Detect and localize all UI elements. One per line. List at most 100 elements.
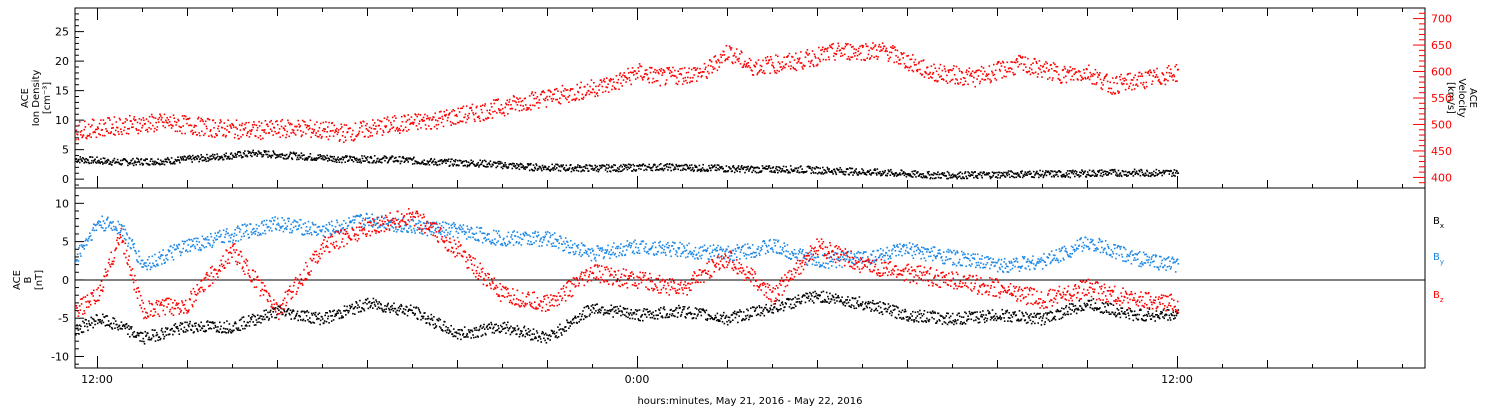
velocity-point xyxy=(1101,81,1103,84)
density-point xyxy=(321,155,323,157)
velocity-point xyxy=(857,50,859,52)
density-point xyxy=(1073,171,1075,173)
density-point xyxy=(319,154,321,156)
velocity-point xyxy=(784,66,786,69)
bx-point xyxy=(355,302,358,304)
density-point xyxy=(1027,171,1030,173)
velocity-point xyxy=(771,61,774,64)
velocity-point xyxy=(734,61,737,64)
bx-point xyxy=(642,319,644,322)
density-point xyxy=(582,169,584,171)
bx-point xyxy=(811,295,813,297)
velocity-point xyxy=(375,125,377,127)
bx-point xyxy=(915,317,917,319)
bx-point xyxy=(102,321,105,324)
bx-point xyxy=(552,332,555,334)
velocity-point xyxy=(669,72,671,74)
velocity-point xyxy=(318,127,321,129)
bx-point xyxy=(588,307,590,310)
velocity-point xyxy=(832,55,835,57)
bx-point xyxy=(499,331,501,334)
bx-point xyxy=(166,328,168,331)
velocity-point xyxy=(470,107,472,109)
velocity-point xyxy=(242,134,244,136)
velocity-point xyxy=(1028,70,1030,73)
bx-point xyxy=(790,307,793,310)
velocity-point xyxy=(125,132,128,135)
velocity-point xyxy=(618,88,620,91)
velocity-point xyxy=(119,119,121,121)
bx-point xyxy=(303,311,306,314)
velocity-point xyxy=(1091,82,1093,85)
bx-point xyxy=(756,306,758,309)
density-point xyxy=(1101,175,1104,178)
density-point xyxy=(310,157,313,159)
velocity-point xyxy=(296,129,299,131)
velocity-point xyxy=(533,97,535,100)
velocity-point xyxy=(557,90,559,92)
bx-point xyxy=(760,312,762,314)
density-point xyxy=(1144,175,1146,177)
velocity-point xyxy=(166,122,169,124)
density-point xyxy=(345,155,347,157)
velocity-point xyxy=(501,112,503,115)
density-point xyxy=(150,158,153,160)
velocity-point xyxy=(197,118,199,120)
velocity-point xyxy=(488,112,490,114)
velocity-point xyxy=(90,136,92,138)
velocity-point xyxy=(740,50,742,53)
density-point xyxy=(658,169,660,171)
bx-point xyxy=(607,310,610,312)
velocity-point xyxy=(1115,77,1117,79)
density-point xyxy=(96,156,98,158)
density-point xyxy=(312,158,315,161)
density-point xyxy=(850,167,852,170)
bx-point xyxy=(473,327,476,329)
b-tick-label: 0 xyxy=(62,274,69,287)
velocity-point xyxy=(611,88,613,91)
density-point xyxy=(926,171,929,173)
velocity-point xyxy=(891,47,893,49)
velocity-point xyxy=(627,72,630,74)
density-point xyxy=(590,168,593,170)
density-point xyxy=(1052,174,1055,177)
bx-point xyxy=(193,331,195,333)
density-point xyxy=(796,169,799,172)
bx-point xyxy=(768,311,770,313)
velocity-point xyxy=(762,59,764,62)
velocity-point xyxy=(559,97,561,100)
bx-point xyxy=(456,337,459,340)
bx-point xyxy=(357,311,360,313)
density-point xyxy=(781,168,784,170)
bx-point xyxy=(228,330,230,332)
velocity-point xyxy=(586,83,589,86)
density-point xyxy=(733,171,736,174)
density-point xyxy=(230,152,233,154)
bx-point xyxy=(737,311,740,313)
bx-point xyxy=(905,316,908,318)
velocity-point xyxy=(201,119,204,121)
density-point xyxy=(262,154,265,156)
velocity-point xyxy=(570,88,573,90)
bx-point xyxy=(439,318,442,321)
velocity-point xyxy=(721,54,724,56)
velocity-point xyxy=(1177,68,1180,71)
bx-point xyxy=(399,305,401,308)
velocity-point xyxy=(82,135,84,137)
density-point xyxy=(903,171,905,173)
bx-point xyxy=(607,312,609,315)
velocity-point xyxy=(1084,78,1087,80)
velocity-point xyxy=(785,63,787,65)
velocity-point xyxy=(1047,78,1049,80)
velocity-point xyxy=(749,66,751,69)
bx-point xyxy=(755,307,757,310)
bx-point xyxy=(397,314,399,316)
velocity-point xyxy=(1111,77,1114,79)
velocity-point xyxy=(312,132,314,134)
velocity-point xyxy=(391,116,394,119)
velocity-point xyxy=(549,90,551,92)
velocity-point xyxy=(513,96,515,98)
bx-point xyxy=(706,318,709,320)
bx-point xyxy=(332,319,335,321)
density-point xyxy=(626,168,629,171)
